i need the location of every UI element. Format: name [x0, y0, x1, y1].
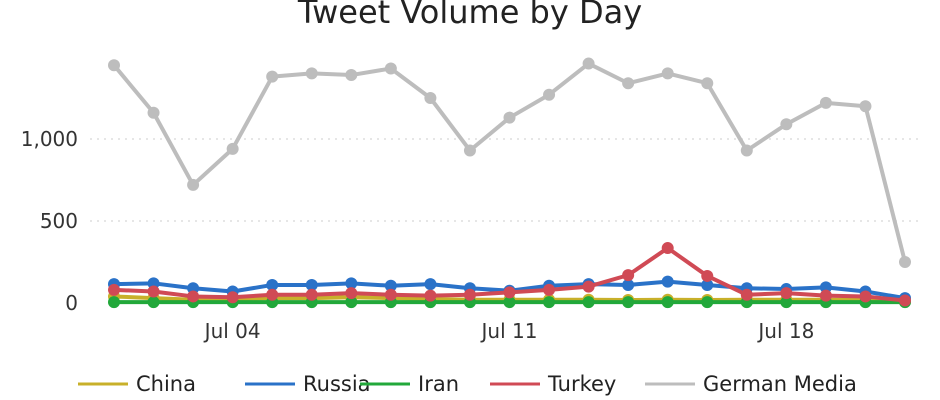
data-point-turkey [345, 287, 358, 300]
data-point-german-media [345, 69, 358, 82]
data-point-german-media [266, 70, 279, 83]
data-point-german-media [108, 59, 120, 72]
legend-item-china[interactable]: China [78, 372, 196, 396]
y-tick-label: 500 [40, 209, 78, 233]
data-point-iran [780, 296, 793, 309]
data-point-iran [582, 296, 595, 309]
data-point-german-media [819, 96, 832, 109]
data-point-turkey [780, 287, 793, 300]
data-point-iran [622, 296, 635, 309]
data-point-russia [345, 277, 358, 290]
data-point-iran [108, 296, 120, 309]
data-point-german-media [187, 178, 200, 191]
legend-item-german-media[interactable]: German Media [645, 372, 857, 396]
legend: China Russia Iran Turkey German Media [78, 372, 857, 396]
legend-item-turkey[interactable]: Turkey [490, 372, 616, 396]
x-tick-label: Jul 11 [480, 319, 538, 343]
data-point-turkey [582, 280, 595, 293]
data-point-german-media [780, 118, 793, 131]
data-point-german-media [582, 57, 595, 70]
series-turkey [108, 242, 911, 307]
data-point-russia [661, 275, 674, 288]
series-german-media [108, 57, 911, 268]
data-point-russia [305, 278, 318, 291]
data-point-iran [701, 296, 714, 309]
data-point-german-media [859, 100, 872, 113]
data-point-russia [147, 277, 160, 290]
data-point-russia [819, 281, 832, 294]
data-point-turkey [424, 289, 437, 302]
legend-label: German Media [703, 372, 857, 396]
data-point-iran [543, 296, 556, 309]
data-point-russia [384, 279, 397, 292]
series-line-german-media [112, 61, 907, 264]
data-point-turkey [384, 288, 397, 301]
data-point-turkey [740, 288, 753, 301]
legend-label: Turkey [547, 372, 616, 396]
data-point-turkey [622, 269, 635, 282]
legend-label: Iran [418, 372, 459, 396]
data-point-turkey [859, 290, 872, 303]
y-axis-ticks: 0 500 1,000 [21, 127, 78, 315]
data-point-turkey [543, 283, 556, 296]
x-axis-ticks: Jul 04 Jul 11 Jul 18 [203, 319, 815, 343]
data-point-german-media [701, 77, 714, 90]
data-point-turkey [266, 288, 279, 301]
data-point-russia [701, 278, 714, 291]
data-point-iran [503, 296, 516, 309]
data-point-german-media [740, 144, 753, 157]
data-point-iran [661, 296, 674, 309]
data-point-turkey [661, 242, 674, 255]
data-point-turkey [108, 283, 120, 296]
legend-label: Russia [303, 372, 371, 396]
y-tick-label: 0 [65, 291, 78, 315]
data-point-turkey [503, 286, 516, 299]
data-point-german-media [424, 92, 437, 104]
data-point-turkey [226, 291, 239, 304]
data-point-iran [147, 296, 160, 309]
data-point-turkey [899, 294, 911, 307]
data-point-german-media [384, 62, 397, 75]
legend-item-iran[interactable]: Iran [360, 372, 459, 396]
data-point-turkey [305, 288, 318, 301]
series-lines [108, 57, 911, 309]
data-point-iran [345, 296, 358, 309]
data-point-turkey [147, 285, 160, 298]
x-tick-label: Jul 04 [203, 319, 261, 343]
data-point-german-media [661, 67, 674, 80]
data-point-german-media [503, 111, 516, 124]
chart-title: Tweet Volume by Day [297, 0, 642, 31]
data-point-german-media [899, 256, 911, 268]
data-point-russia [622, 278, 635, 291]
data-point-turkey [819, 289, 832, 302]
data-point-russia [266, 278, 279, 291]
data-point-german-media [147, 106, 160, 119]
data-point-german-media [226, 142, 239, 155]
y-tick-label: 1,000 [21, 127, 78, 151]
data-point-german-media [622, 77, 635, 90]
data-point-turkey [187, 290, 200, 303]
data-point-german-media [543, 88, 556, 101]
data-point-turkey [701, 269, 714, 282]
data-point-russia [424, 278, 437, 291]
legend-item-russia[interactable]: Russia [245, 372, 371, 396]
x-tick-label: Jul 18 [756, 319, 814, 343]
data-point-turkey [463, 288, 476, 301]
data-point-german-media [305, 67, 318, 80]
data-point-german-media [463, 144, 476, 157]
data-point-russia [187, 282, 200, 295]
gridlines [90, 138, 920, 222]
legend-label: China [136, 372, 196, 396]
